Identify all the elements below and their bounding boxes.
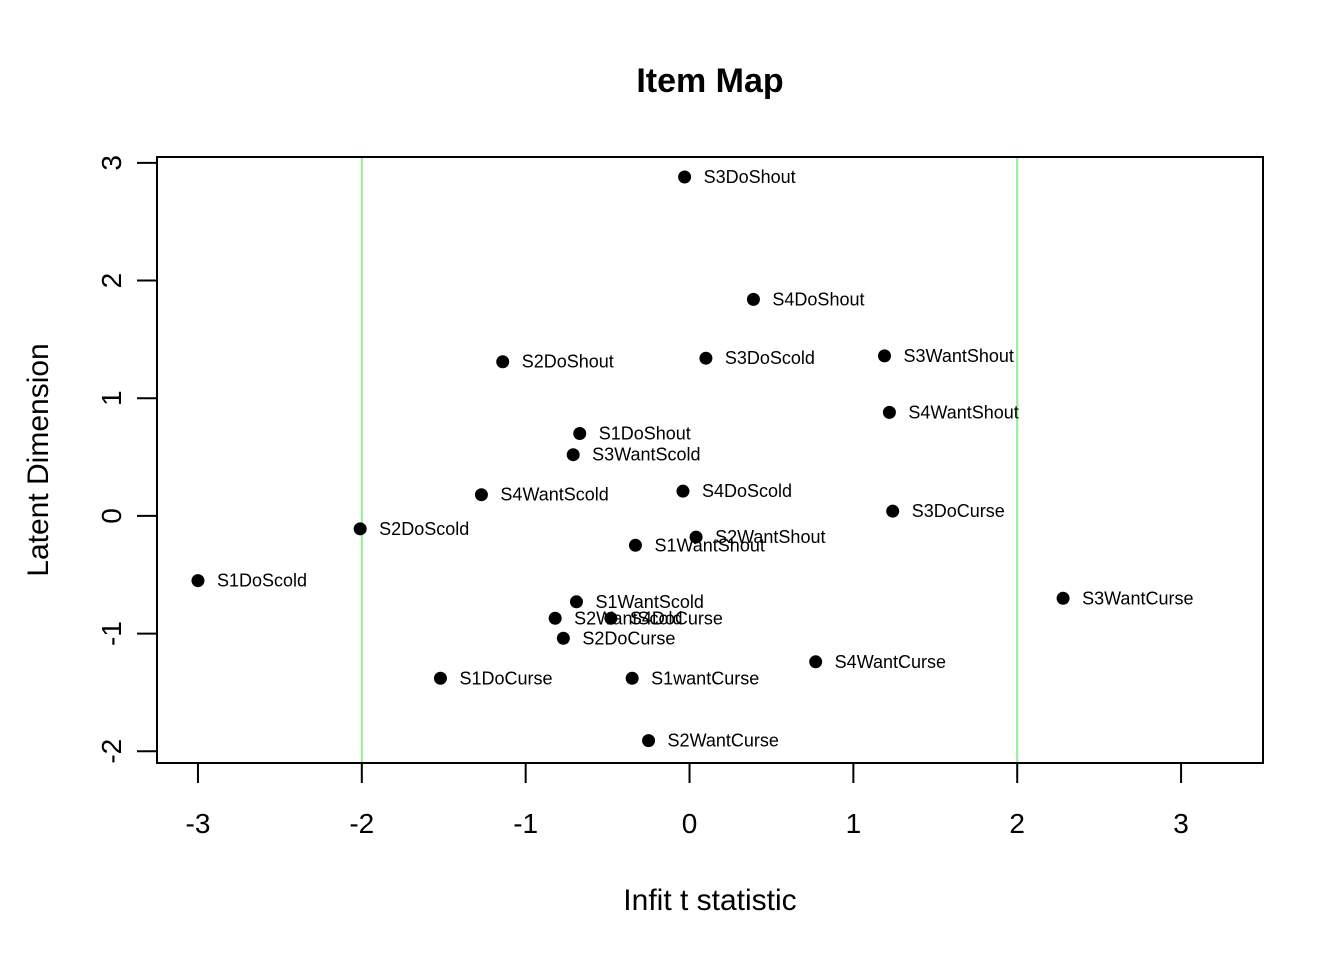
data-point-label: S1WantScold <box>595 592 703 612</box>
data-point <box>625 671 639 685</box>
data-point-label: S3WantShout <box>904 346 1014 366</box>
data-point <box>556 631 570 645</box>
x-tick-label: 1 <box>846 808 862 839</box>
data-point <box>689 530 703 544</box>
data-point <box>746 292 760 306</box>
data-point <box>573 427 587 441</box>
data-point <box>886 504 900 518</box>
data-point-label: S4DoCurse <box>630 608 723 628</box>
data-point <box>628 538 642 552</box>
y-axis-label: Latent Dimension <box>22 343 55 576</box>
data-point <box>882 405 896 419</box>
data-point-label: S3DoShout <box>704 167 796 187</box>
data-point-label: S2DoScold <box>379 519 469 539</box>
plot-frame <box>156 156 1264 764</box>
data-point <box>569 595 583 609</box>
data-point <box>878 349 892 363</box>
data-point <box>496 355 510 369</box>
data-point-label: S2WantScold <box>574 608 682 628</box>
data-point-label: S1WantShout <box>654 535 764 555</box>
data-point <box>548 611 562 625</box>
y-tick-label: 2 <box>96 273 127 289</box>
y-tick-label: 3 <box>96 155 127 171</box>
point-labels: S3DoShout S4DoShout S2DoShout S3DoScold S3Wa… <box>217 167 1194 751</box>
data-point-label: S4DoShout <box>772 289 864 309</box>
data-point <box>604 611 618 625</box>
data-point <box>676 484 690 498</box>
data-point <box>566 448 580 462</box>
data-point-label: S3DoCurse <box>912 501 1005 521</box>
data-point-label: S4WantScold <box>500 485 608 505</box>
data-point-label: S4DoScold <box>702 481 792 501</box>
y-tick-label: -2 <box>96 739 127 764</box>
data-points <box>191 170 1070 748</box>
data-point <box>642 734 656 748</box>
y-tick-label: 0 <box>96 508 127 524</box>
data-point-label: S1wantCurse <box>651 668 759 688</box>
x-tick-label: 3 <box>1173 808 1189 839</box>
data-point-label: S1DoScold <box>217 571 307 591</box>
data-point <box>1056 591 1070 605</box>
data-point <box>433 671 447 685</box>
x-tick-label: 2 <box>1009 808 1025 839</box>
data-point <box>699 351 713 365</box>
data-point <box>809 655 823 669</box>
data-point-label: S2WantCurse <box>668 731 779 751</box>
y-tick-label: -1 <box>96 621 127 646</box>
x-tick-label: -3 <box>186 808 211 839</box>
data-point-label: S1DoShout <box>599 424 691 444</box>
data-point-label: S1DoCurse <box>459 668 552 688</box>
x-tick-label: 0 <box>682 808 698 839</box>
data-point-label: S4WantShout <box>908 402 1018 422</box>
x-axis-label: Infit t statistic <box>623 884 796 917</box>
chart-title: Item Map <box>636 62 783 100</box>
x-tick-label: -2 <box>349 808 374 839</box>
data-point-label: S3WantCurse <box>1082 588 1193 608</box>
data-point-label: S2WantShout <box>715 527 825 547</box>
data-point-label: S2DoCurse <box>582 628 675 648</box>
data-point <box>191 574 205 588</box>
data-point <box>474 488 488 502</box>
reference-lines <box>360 157 1019 763</box>
data-point <box>678 170 692 184</box>
data-point-label: S4WantCurse <box>835 652 946 672</box>
data-point-label: S3WantScold <box>592 445 700 465</box>
data-point <box>353 522 367 536</box>
x-axis: -3 -2 -1 0 1 2 3 <box>186 762 1189 839</box>
y-axis: -2 -1 0 1 2 3 <box>96 155 158 764</box>
data-point-label: S3DoScold <box>725 348 815 368</box>
y-tick-label: 1 <box>96 390 127 406</box>
data-point-label: S2DoShout <box>522 352 614 372</box>
x-tick-label: -1 <box>513 808 538 839</box>
